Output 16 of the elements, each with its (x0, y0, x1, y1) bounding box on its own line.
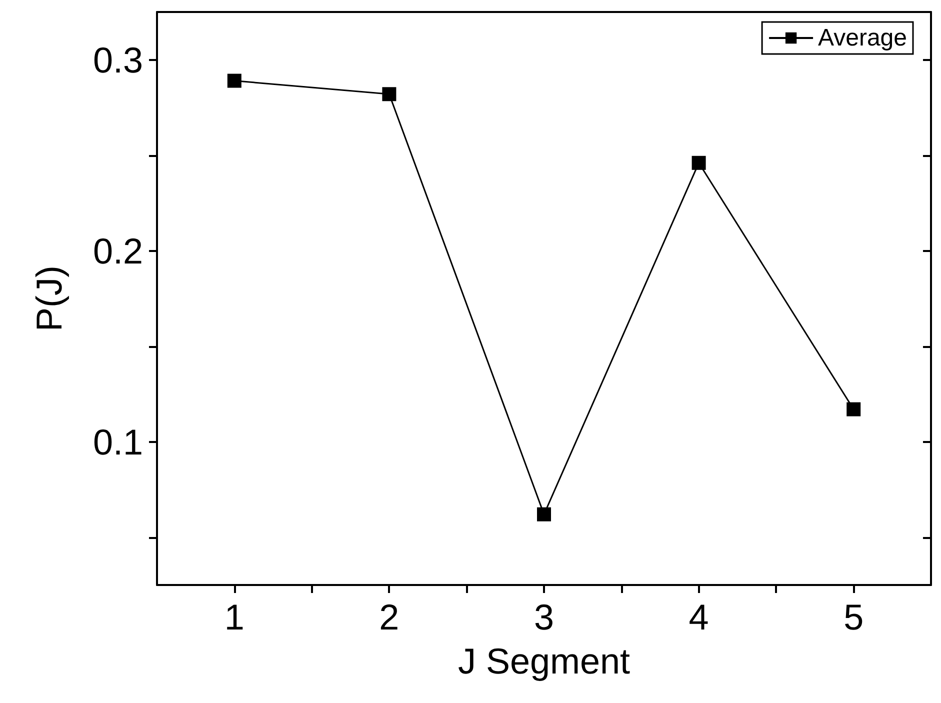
y-tick-label: 0.2 (92, 230, 143, 272)
y-axis-title: P(J) (28, 266, 70, 332)
x-axis-title: J Segment (458, 640, 630, 682)
x-tick-label: 5 (844, 596, 864, 638)
point (692, 156, 706, 170)
point (846, 402, 861, 416)
x-tick-label: 3 (534, 596, 554, 638)
point (382, 87, 396, 102)
y-tick-label: 0.1 (92, 421, 143, 462)
x-tick-label: 2 (379, 596, 400, 638)
point (537, 507, 551, 522)
y-tick-label: 0.3 (92, 39, 143, 80)
x-tick-label: 4 (688, 596, 709, 638)
legend-label: Average (818, 24, 908, 52)
point (227, 74, 242, 88)
x-tick-label: 1 (224, 596, 244, 638)
